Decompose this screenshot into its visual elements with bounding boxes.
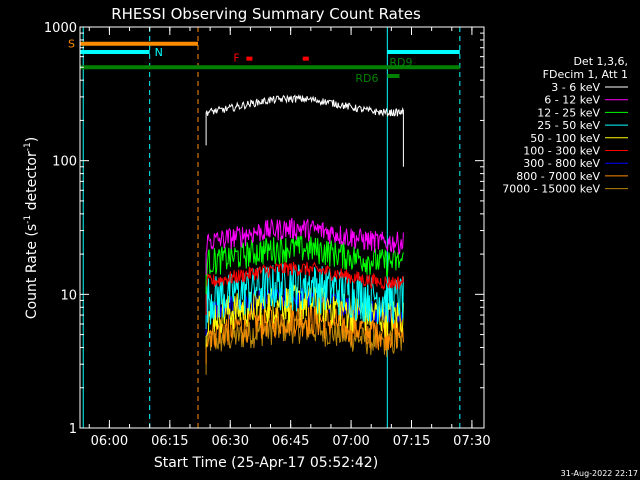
x-axis-label: Start Time (25-Apr-17 05:52:42)	[154, 455, 378, 471]
y-axis-label-sup-1: -1	[23, 215, 33, 224]
flag-bars: S N F RD9 RD6	[68, 38, 460, 85]
chart-title: RHESSI Observing Summary Count Rates	[111, 5, 421, 23]
series-line	[205, 235, 404, 295]
legend-label: 7000 - 15000 keV	[502, 183, 600, 196]
legend-label: 50 - 100 keV	[530, 132, 600, 145]
legend-label: 3 - 6 keV	[551, 81, 600, 94]
y-axis-label-end: )	[24, 137, 40, 142]
x-tick-label: 06:45	[272, 434, 309, 449]
y-axis-label-sup-2: -1	[23, 142, 33, 151]
x-tick-label: 07:15	[393, 434, 430, 449]
legend-header-2: FDecim 1, Att 1	[543, 68, 628, 81]
flag-label: RD9	[389, 56, 412, 69]
legend-label: 100 - 300 keV	[523, 145, 600, 158]
y-axis-label: Count Rate (s-1 detector-1)	[23, 137, 40, 319]
footer-date: 31-Aug-2022 22:17	[561, 469, 638, 478]
legend-label: 800 - 7000 keV	[516, 170, 600, 183]
series-line	[205, 261, 404, 315]
flag-label: N	[155, 46, 163, 59]
series-line	[205, 304, 404, 365]
series-line	[205, 217, 404, 275]
flag-label: S	[68, 38, 75, 51]
y-axis-ticks: 1 10 100 1000	[44, 21, 484, 437]
y-axis-label-mid: detector	[24, 151, 40, 215]
x-tick-label: 07:30	[453, 434, 490, 449]
series-line	[205, 263, 404, 329]
series-lines	[205, 93, 404, 375]
legend-label: 25 - 50 keV	[537, 119, 600, 132]
y-tick-label: 100	[52, 155, 77, 170]
x-tick-label: 06:00	[91, 434, 128, 449]
x-axis-ticks: 06:00 06:15 06:30 06:45 07:00 07:15 07:30	[88, 27, 491, 449]
flag-label: RD6	[355, 72, 378, 85]
legend-header-1: Det 1,3,6,	[573, 55, 628, 68]
y-axis-label-main: Count Rate (s	[24, 224, 40, 319]
vertical-markers	[82, 27, 461, 428]
y-tick-label: 1000	[44, 21, 77, 36]
y-tick-label: 10	[60, 288, 77, 303]
x-tick-label: 06:30	[212, 434, 249, 449]
x-tick-label: 07:00	[332, 434, 369, 449]
x-tick-label: 06:15	[151, 434, 188, 449]
y-tick-label: 1	[69, 422, 77, 437]
plot-frame	[79, 26, 485, 429]
series-line	[205, 93, 404, 167]
legend-label: 300 - 800 keV	[523, 157, 600, 170]
legend-label: 6 - 12 keV	[544, 94, 600, 107]
legend-label: 12 - 25 keV	[537, 106, 600, 119]
flag-label: F	[233, 52, 239, 65]
